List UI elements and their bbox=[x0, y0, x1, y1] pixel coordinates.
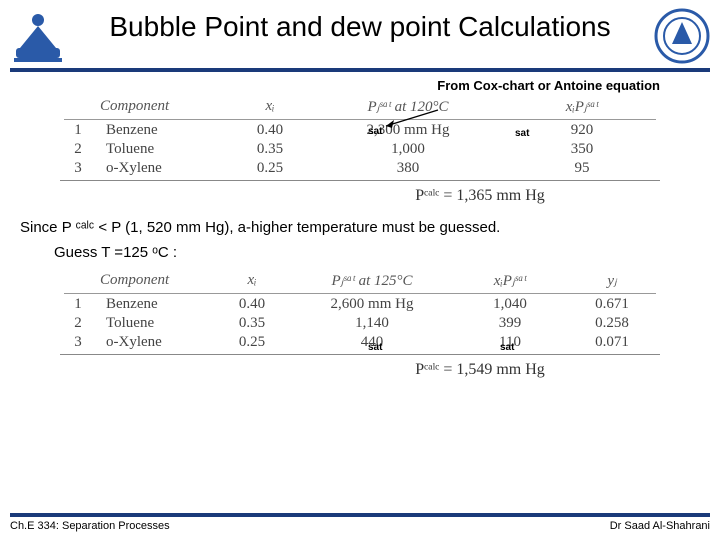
col-xp: xᵢPⱼˢᵃᵗ bbox=[456, 269, 564, 292]
col-component: Component bbox=[96, 95, 228, 118]
table-row: 1 Benzene 0.40 2,600 mm Hg 1,040 0.671 bbox=[60, 295, 660, 314]
guess-line: Guess T =125 ᵒC : bbox=[0, 236, 720, 261]
footer-left: Ch.E 334: Separation Processes bbox=[10, 520, 170, 532]
sat-label-4: sat bbox=[500, 342, 514, 353]
table-row: 2 Toluene 0.35 1,000 350 bbox=[60, 140, 660, 159]
table-header-row: Component xᵢ Pⱼˢᵃᵗ at 125°C xᵢPⱼˢᵃᵗ yⱼ bbox=[60, 269, 660, 292]
since-line: Since P ᶜᵃˡᶜ < P (1, 520 mm Hg), a-highe… bbox=[0, 211, 720, 236]
table-underline-2 bbox=[60, 354, 660, 355]
table-header-row: Component xᵢ Pⱼˢᵃᵗ at 120°C xᵢPⱼˢᵃᵗ bbox=[60, 95, 660, 118]
page-title: Bubble Point and dew point Calculations bbox=[66, 8, 654, 44]
sat-label-1: sat bbox=[368, 126, 382, 137]
col-component: Component bbox=[96, 269, 216, 292]
logo-left bbox=[10, 8, 66, 64]
footer-rule bbox=[10, 513, 710, 517]
footer: Ch.E 334: Separation Processes Dr Saad A… bbox=[10, 513, 710, 532]
cox-note: From Cox-chart or Antoine equation bbox=[0, 72, 720, 93]
table-row: 3 o-Xylene 0.25 380 95 bbox=[60, 159, 660, 178]
col-yj: yⱼ bbox=[564, 269, 660, 292]
table-125c: Component xᵢ Pⱼˢᵃᵗ at 125°C xᵢPⱼˢᵃᵗ yⱼ 1… bbox=[60, 269, 660, 352]
footer-right: Dr Saad Al-Shahrani bbox=[610, 520, 710, 532]
col-xi: xᵢ bbox=[216, 269, 288, 292]
col-psat: Pⱼˢᵃᵗ at 125°C bbox=[288, 269, 456, 292]
logo-right bbox=[654, 8, 710, 64]
table-row: 3 o-Xylene 0.25 440 110 0.071 bbox=[60, 333, 660, 352]
table-row: 2 Toluene 0.35 1,140 399 0.258 bbox=[60, 314, 660, 333]
col-xp: xᵢPⱼˢᵃᵗ bbox=[504, 95, 660, 118]
pcalc-120: Pᶜᵃˡᶜ = 1,365 mm Hg bbox=[0, 183, 720, 211]
table-120c: Component xᵢ Pⱼˢᵃᵗ at 120°C xᵢPⱼˢᵃᵗ 1 Be… bbox=[60, 95, 660, 178]
pcalc-125: Pᶜᵃˡᶜ = 1,549 mm Hg bbox=[0, 357, 720, 385]
sat-label-3: sat bbox=[368, 342, 382, 353]
table-row: 1 Benzene 0.40 2,300 mm Hg 920 bbox=[60, 121, 660, 140]
col-xi: xᵢ bbox=[228, 95, 312, 118]
table-underline bbox=[60, 180, 660, 181]
arrow-icon bbox=[380, 108, 440, 128]
sat-label-2: sat bbox=[515, 128, 529, 139]
